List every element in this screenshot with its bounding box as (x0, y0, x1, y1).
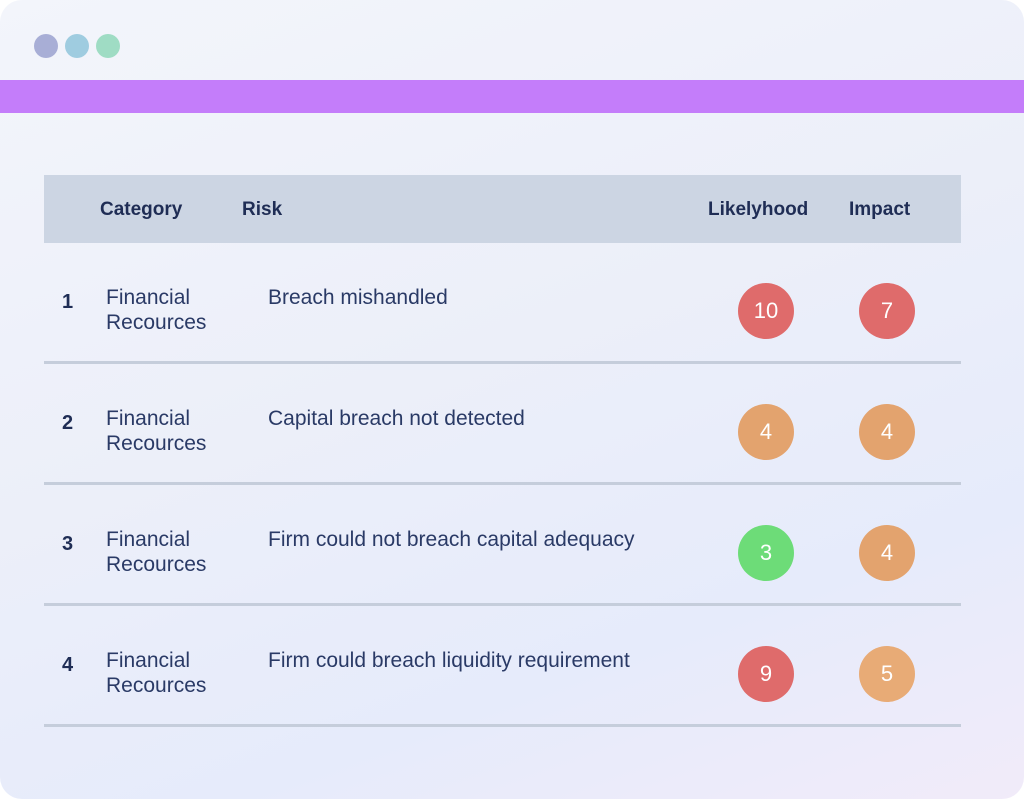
impact-score-badge: 7 (859, 283, 915, 339)
table-row[interactable]: 1 Financial Recources Breach mishandled … (44, 243, 961, 364)
row-risk: Capital breach not detected (268, 407, 525, 430)
table-row[interactable]: 3 Financial Recources Firm could not bre… (44, 485, 961, 606)
impact-score-badge: 4 (859, 525, 915, 581)
header-likelihood: Likelyhood (708, 199, 809, 220)
row-risk: Breach mishandled (268, 286, 448, 309)
category-line-1: Financial (106, 286, 191, 309)
row-category: Financial Recources (106, 527, 246, 577)
category-line-2: Recources (106, 553, 207, 576)
risk-table: Category Risk Likelyhood Impact 1 Financ… (44, 175, 961, 727)
header-impact: Impact (849, 199, 911, 220)
header-accent-bar (0, 80, 1024, 113)
impact-score-badge: 4 (859, 404, 915, 460)
row-number: 2 (62, 412, 74, 434)
category-line-1: Financial (106, 649, 191, 672)
category-line-1: Financial (106, 528, 191, 551)
row-risk: Firm could not breach capital adequacy (268, 528, 635, 551)
table-row[interactable]: 4 Financial Recources Firm could breach … (44, 606, 961, 727)
row-number: 4 (62, 654, 74, 676)
row-number: 1 (62, 291, 74, 313)
likelihood-score-badge: 4 (738, 404, 794, 460)
table-body: 1 Financial Recources Breach mishandled … (44, 243, 961, 727)
window-dot-2[interactable] (65, 34, 89, 58)
row-risk: Firm could breach liquidity requirement (268, 649, 630, 672)
table-header: Category Risk Likelyhood Impact (44, 175, 961, 243)
impact-score-badge: 5 (859, 646, 915, 702)
table-row[interactable]: 2 Financial Recources Capital breach not… (44, 364, 961, 485)
header-category: Category (100, 199, 183, 220)
window-dot-1[interactable] (34, 34, 58, 58)
window-controls (34, 34, 120, 58)
likelihood-score-badge: 10 (738, 283, 794, 339)
header-risk: Risk (242, 199, 283, 220)
category-line-2: Recources (106, 432, 207, 455)
category-line-1: Financial (106, 407, 191, 430)
row-category: Financial Recources (106, 406, 246, 456)
likelihood-score-badge: 3 (738, 525, 794, 581)
category-line-2: Recources (106, 674, 207, 697)
window-dot-3[interactable] (96, 34, 120, 58)
likelihood-score-badge: 9 (738, 646, 794, 702)
row-category: Financial Recources (106, 648, 246, 698)
category-line-2: Recources (106, 311, 207, 334)
row-category: Financial Recources (106, 285, 246, 335)
row-number: 3 (62, 533, 74, 555)
